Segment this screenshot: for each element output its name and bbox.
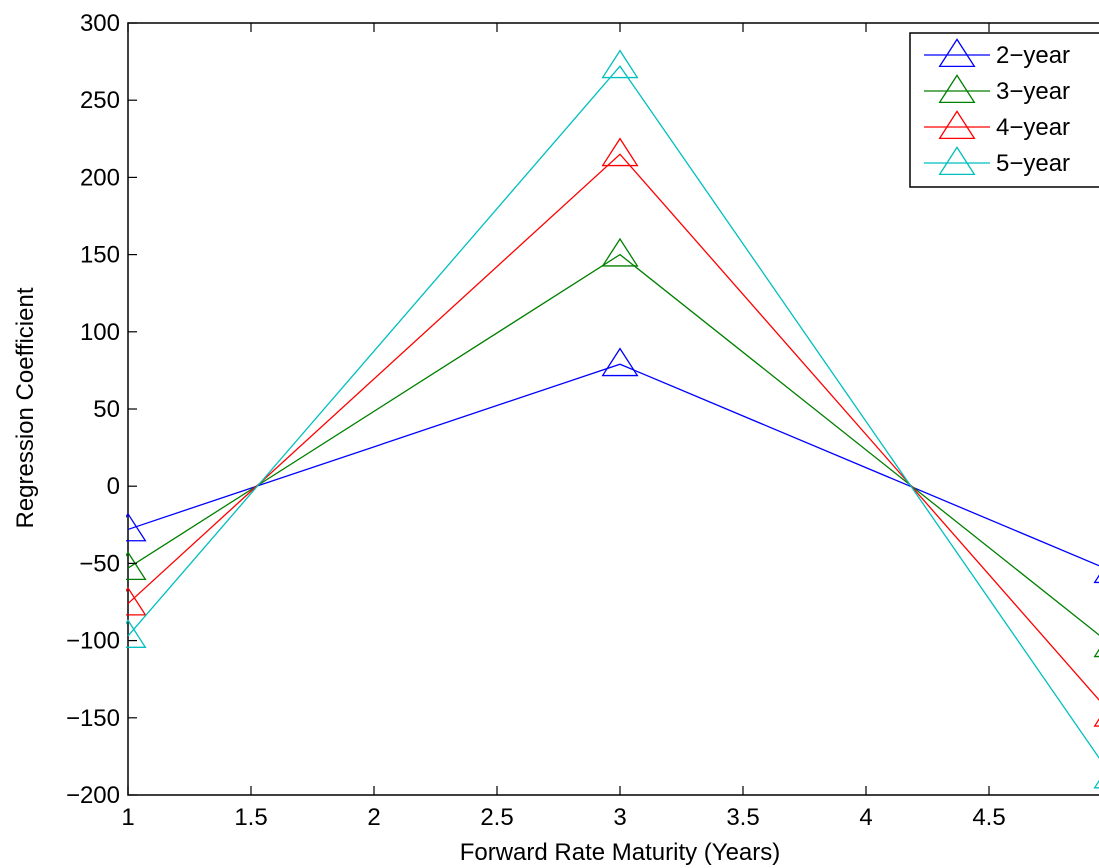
y-tick-label: 300 bbox=[80, 10, 120, 37]
series-line bbox=[127, 153, 1099, 701]
legend-label: 4−year bbox=[996, 114, 1070, 141]
series-line bbox=[127, 65, 1099, 759]
x-tick-label: 3 bbox=[613, 804, 626, 831]
y-tick-label: −100 bbox=[66, 628, 120, 655]
x-axis-label: Forward Rate Maturity (Years) bbox=[460, 839, 781, 866]
series-4 bbox=[126, 49, 1099, 789]
y-tick-label: 150 bbox=[80, 242, 120, 269]
x-tick-label: 3.5 bbox=[726, 804, 759, 831]
data-point-marker bbox=[126, 586, 147, 616]
legend-marker-swatch bbox=[938, 110, 976, 139]
legend-marker-swatch bbox=[938, 38, 976, 67]
legend-entry: 3−year bbox=[924, 74, 1070, 105]
y-tick-label: −150 bbox=[66, 705, 120, 732]
legend-label: 3−year bbox=[996, 78, 1070, 105]
x-tick-label: 2 bbox=[367, 804, 380, 831]
data-point-marker bbox=[1093, 718, 1099, 727]
series-1 bbox=[126, 347, 1099, 584]
legend: 2−year 3−year 4−year 5−year bbox=[909, 32, 1099, 188]
y-tick-label: 100 bbox=[80, 319, 120, 346]
data-point-marker bbox=[601, 237, 639, 267]
series-layer bbox=[126, 49, 1099, 789]
series-line bbox=[127, 253, 1099, 636]
x-tick-label: 1 bbox=[121, 804, 134, 831]
legend-frame bbox=[909, 32, 1099, 188]
data-point-marker bbox=[126, 551, 147, 581]
legend-label: 5−year bbox=[996, 150, 1070, 177]
ticks: 1 1.5 2 2.5 3 3.5 4 4.5 −200 −150 −100 −50 0 50 100 150… bbox=[66, 10, 1006, 831]
series-line bbox=[127, 363, 1099, 567]
legend-marker-swatch bbox=[938, 146, 976, 175]
legend-label: 2−year bbox=[996, 42, 1070, 69]
legend-marker-swatch bbox=[938, 74, 976, 103]
y-tick-label: 0 bbox=[107, 473, 120, 500]
y-tick-label: −50 bbox=[79, 550, 120, 577]
data-point-marker bbox=[1093, 574, 1099, 584]
y-axis-label: Regression Coefficient bbox=[12, 287, 39, 528]
x-tick-label: 4.5 bbox=[972, 804, 1005, 831]
x-tick-label: 2.5 bbox=[480, 804, 513, 831]
data-point-marker bbox=[126, 512, 147, 542]
data-point-marker bbox=[1093, 779, 1099, 789]
legend-entry: 5−year bbox=[924, 146, 1070, 177]
data-point-marker bbox=[601, 347, 639, 377]
series-2 bbox=[126, 237, 1099, 658]
series-3 bbox=[126, 137, 1099, 727]
x-tick-label: 4 bbox=[859, 804, 872, 831]
y-tick-label: 50 bbox=[93, 396, 120, 423]
data-point-marker bbox=[601, 137, 639, 167]
y-tick-label: 200 bbox=[80, 164, 120, 191]
y-tick-label: 250 bbox=[80, 87, 120, 114]
legend-entry: 4−year bbox=[924, 110, 1070, 141]
data-point-marker bbox=[601, 49, 639, 79]
legend-entry: 2−year bbox=[924, 38, 1070, 69]
x-tick-label: 1.5 bbox=[234, 804, 267, 831]
y-tick-label: −200 bbox=[66, 782, 120, 809]
data-point-marker bbox=[126, 619, 147, 648]
